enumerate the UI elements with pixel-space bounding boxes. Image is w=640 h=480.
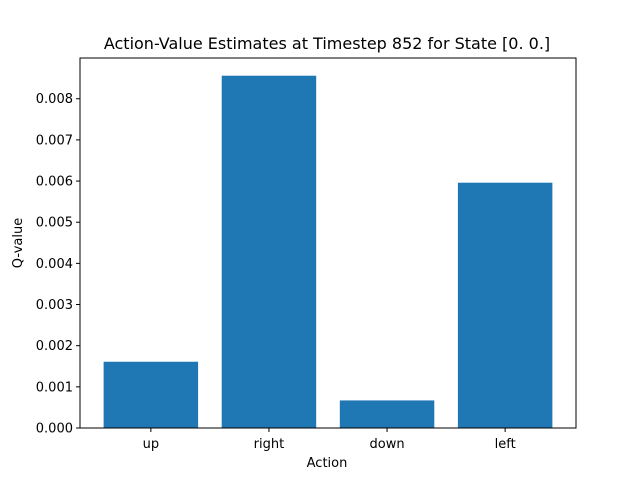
y-tick-label: 0.001 bbox=[36, 380, 73, 395]
y-tick-label: 0.008 bbox=[36, 92, 73, 107]
y-tick-label: 0.003 bbox=[36, 298, 73, 313]
bar-down bbox=[339, 400, 435, 428]
x-tick-label: right bbox=[254, 437, 285, 452]
y-tick-label: 0.006 bbox=[36, 175, 73, 190]
bar-right bbox=[221, 75, 317, 428]
y-tick-label: 0.004 bbox=[36, 257, 73, 272]
y-tick-label: 0.007 bbox=[36, 133, 73, 148]
chart-title: Action-Value Estimates at Timestep 852 f… bbox=[104, 34, 550, 53]
bar-left bbox=[457, 182, 553, 428]
x-tick-label: left bbox=[495, 437, 516, 452]
plot-frame bbox=[79, 57, 577, 429]
x-tick-label: up bbox=[143, 437, 160, 452]
y-axis-label: Q-value bbox=[11, 218, 26, 268]
x-axis-label: Action bbox=[307, 456, 348, 471]
bars-group bbox=[103, 75, 553, 428]
x-axis-ticks: up right down left bbox=[143, 428, 516, 452]
y-tick-label: 0.002 bbox=[36, 339, 73, 354]
y-axis-ticks: 0.000 0.001 0.002 0.003 0.004 0.005 0.006 0.007… bbox=[36, 92, 80, 437]
y-tick-label: 0.000 bbox=[36, 422, 73, 437]
bar-up bbox=[103, 361, 199, 428]
x-tick-label: down bbox=[370, 437, 405, 452]
y-tick-label: 0.005 bbox=[36, 216, 73, 231]
